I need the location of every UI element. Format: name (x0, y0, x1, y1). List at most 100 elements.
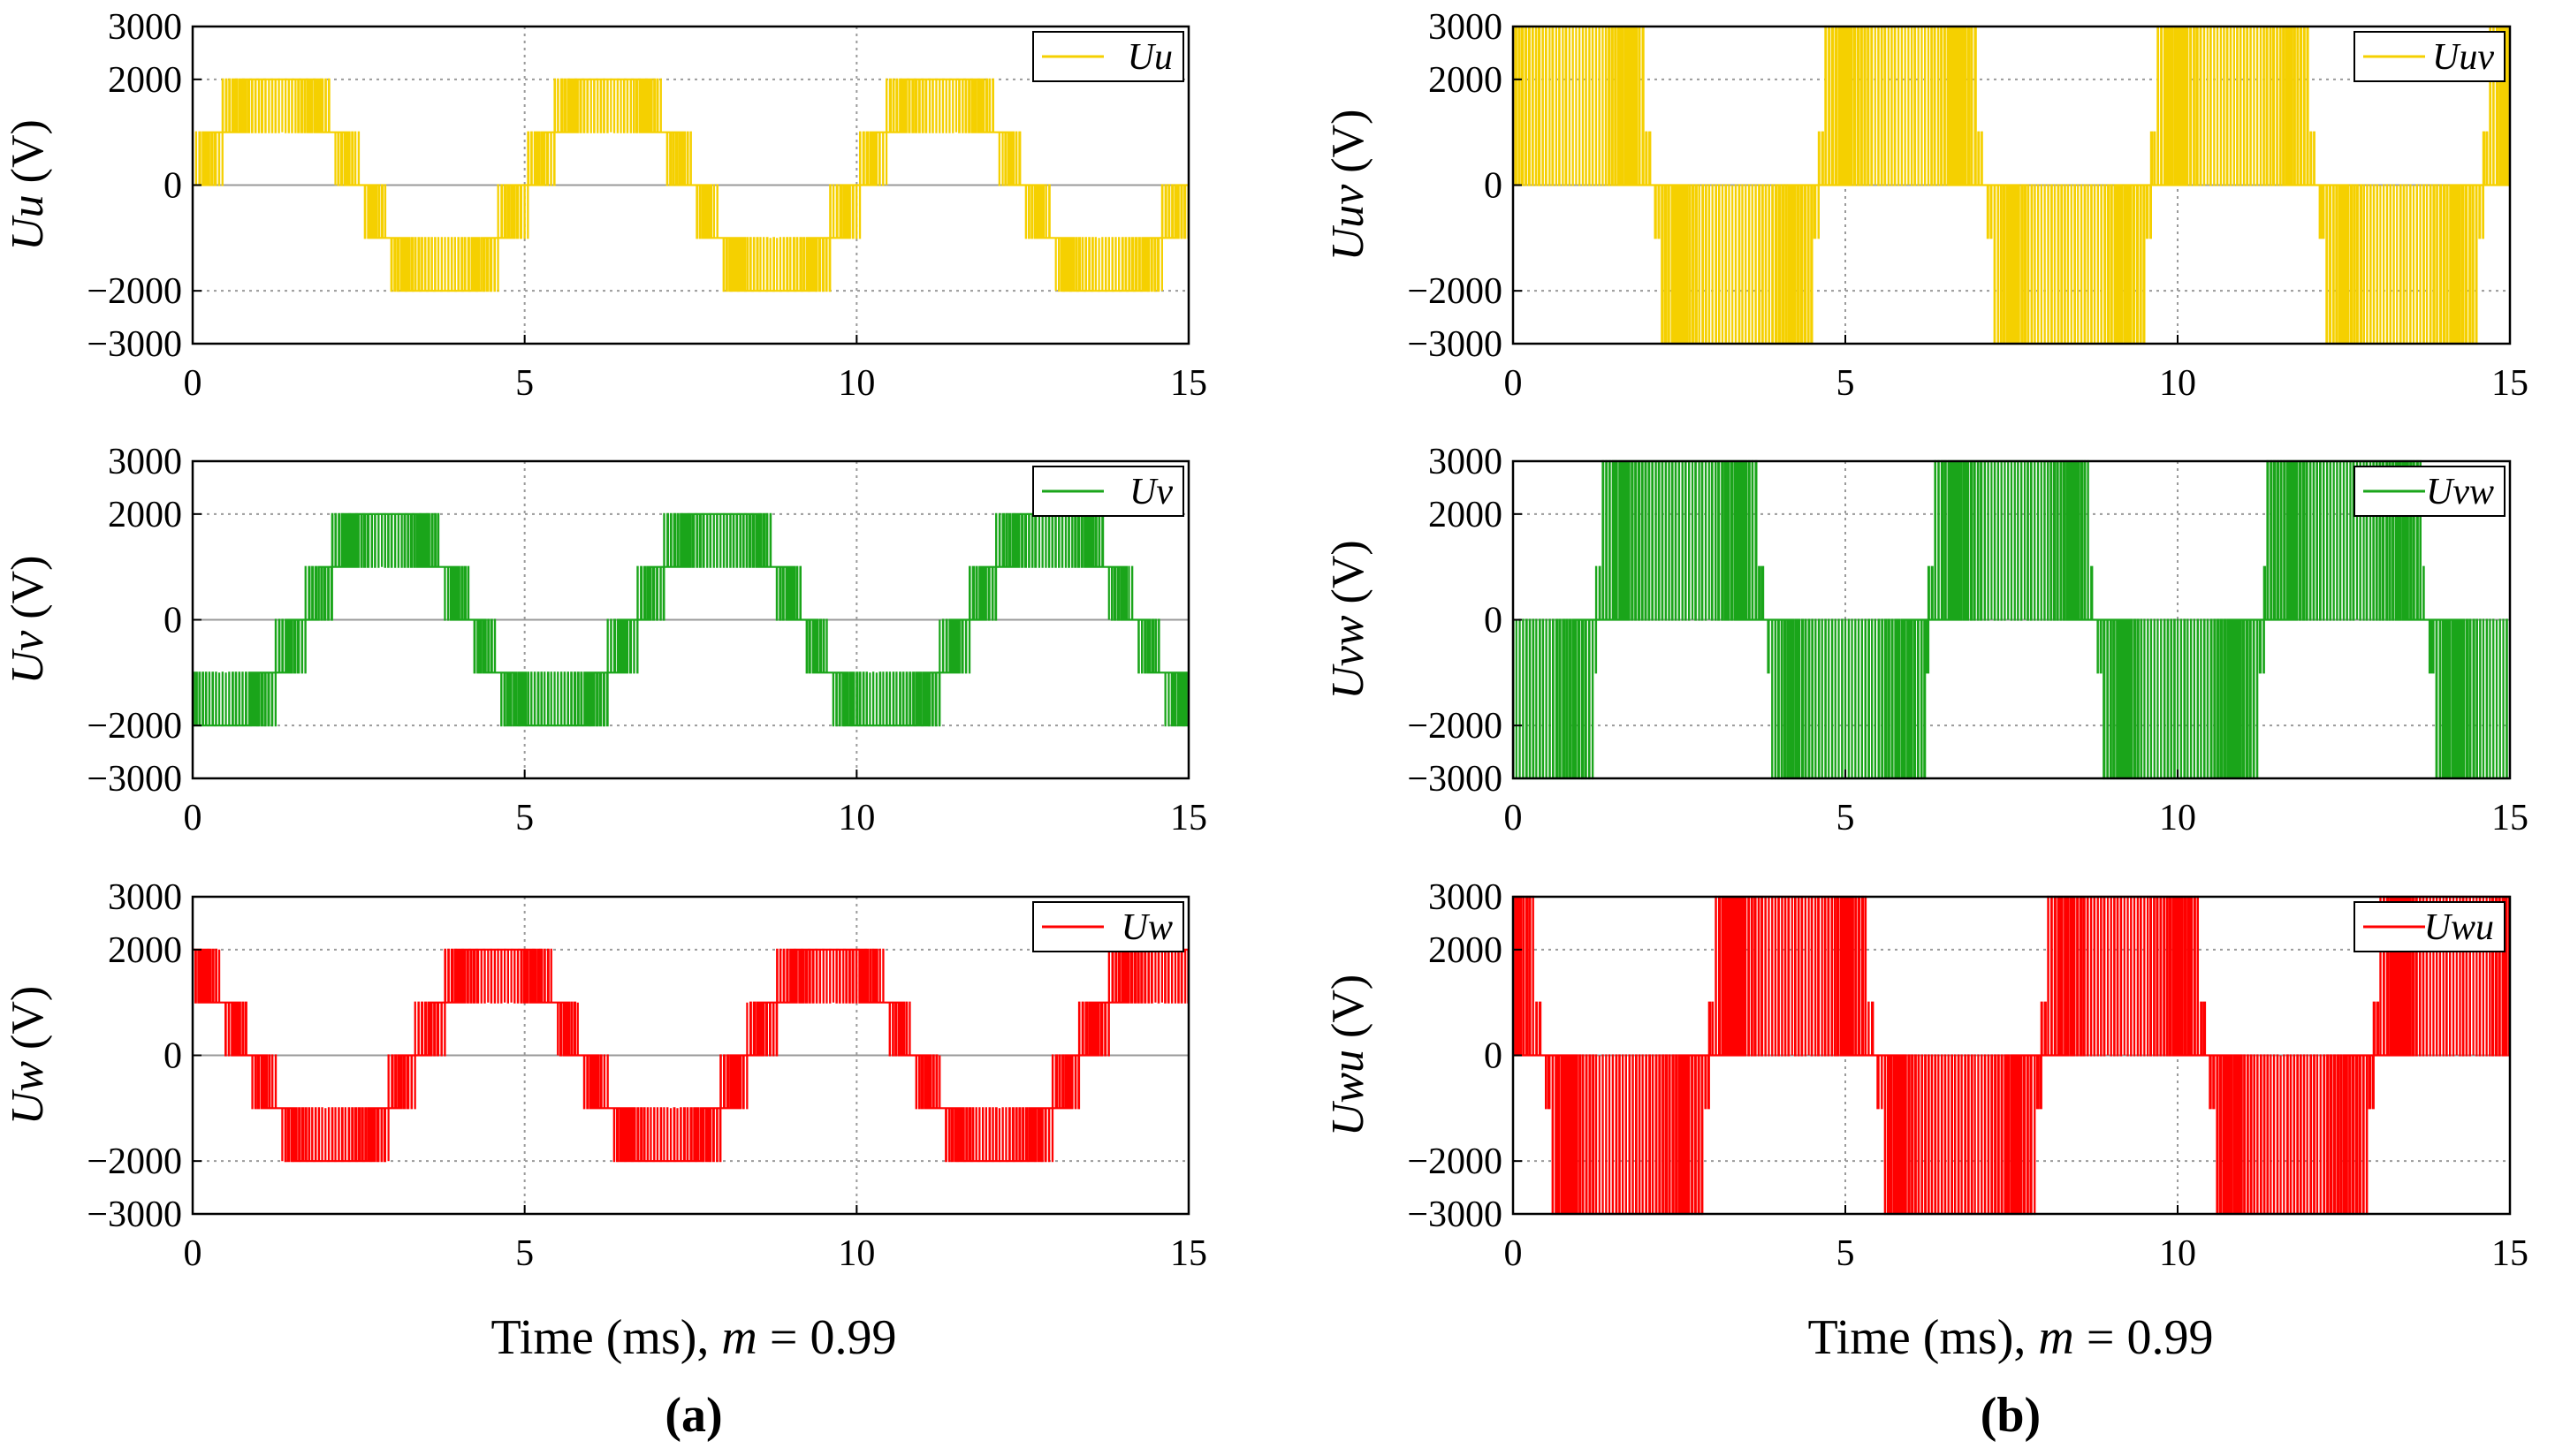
y-axis-label-unit: (V) (1323, 974, 1373, 1050)
series-line-a-uv (193, 512, 1189, 727)
y-axis-label-unit: (V) (1323, 110, 1373, 185)
x-tick-label: 10 (2159, 363, 2196, 404)
m-symbol-b: m (2038, 1310, 2073, 1365)
y-tick-label: −3000 (1407, 759, 1502, 800)
y-tick-label: 2000 (1428, 930, 1502, 971)
y-axis-label-b-uuv: Uuv (V) (1323, 110, 1373, 262)
y-tick-label: −2000 (87, 271, 182, 312)
y-tick-label: −3000 (87, 1194, 182, 1235)
time-label-b: Time (ms), (1808, 1310, 2039, 1365)
y-axis-label-unit: (V) (1323, 540, 1373, 615)
x-tick-label: 5 (1836, 1233, 1855, 1274)
y-tick-label: 0 (163, 601, 182, 641)
legend-label: Uv (1129, 472, 1173, 512)
y-tick-label: 0 (1484, 1036, 1502, 1077)
y-tick-label: −3000 (87, 324, 182, 365)
m-symbol-a: m (721, 1310, 757, 1365)
y-tick-label: −2000 (87, 706, 182, 747)
y-axis-label-symbol: Uu (3, 194, 53, 251)
legend-b-uvw: Uvw (2353, 466, 2506, 517)
x-tick-label: 0 (1504, 798, 1523, 838)
x-tick-label: 15 (1170, 798, 1207, 838)
x-tick-label: 10 (838, 798, 875, 838)
y-axis-label-b-uwu: Uwu (V) (1323, 974, 1373, 1136)
y-tick-label: 0 (163, 1036, 182, 1077)
y-tick-label: 2000 (108, 60, 182, 101)
y-tick-label: 3000 (1428, 442, 1502, 482)
x-tick-label: 10 (2159, 798, 2196, 838)
x-tick-label: 15 (2491, 798, 2528, 838)
x-tick-label: 0 (1504, 363, 1523, 404)
y-tick-label: 0 (163, 166, 182, 207)
y-tick-label: 0 (1484, 601, 1502, 641)
x-tick-label: 5 (1836, 798, 1855, 838)
x-tick-label: 10 (838, 363, 875, 404)
y-tick-label: −3000 (1407, 324, 1502, 365)
y-tick-label: 3000 (1428, 7, 1502, 48)
y-axis-label-unit: (V) (3, 119, 53, 194)
m-value-b: = 0.99 (2074, 1310, 2214, 1365)
y-tick-label: 2000 (1428, 60, 1502, 101)
x-tick-label: 15 (2491, 363, 2528, 404)
y-tick-label: −2000 (87, 1141, 182, 1182)
y-axis-label-b-uvw: Uvw (V) (1323, 540, 1373, 700)
y-tick-label: 0 (1484, 166, 1502, 207)
legend-label: Uwu (2424, 907, 2494, 948)
legend-label: Uw (1122, 907, 1173, 948)
legend-label: Uuv (2432, 37, 2494, 78)
panel-label-a: (a) (665, 1388, 722, 1443)
legend-label: Uu (1128, 37, 1173, 78)
m-value-a: = 0.99 (757, 1310, 897, 1365)
y-axis-label-unit: (V) (3, 986, 53, 1061)
series-line-a-uu (192, 78, 1190, 292)
x-tick-label: 0 (184, 798, 202, 838)
x-tick-label: 0 (184, 1233, 202, 1274)
y-tick-label: −3000 (1407, 1194, 1502, 1235)
y-tick-label: 2000 (1428, 495, 1502, 535)
x-tick-label: 5 (515, 363, 534, 404)
x-tick-label: 15 (2491, 1233, 2528, 1274)
x-tick-label: 10 (838, 1233, 875, 1274)
y-axis-label-symbol: Uv (3, 630, 53, 685)
y-tick-label: −3000 (87, 759, 182, 800)
y-tick-label: 3000 (108, 442, 182, 482)
y-axis-label-symbol: Uuv (1323, 184, 1373, 262)
x-axis-caption-b: Time (ms), m = 0.99 (1808, 1310, 2214, 1365)
y-axis-label-symbol: Uw (3, 1061, 53, 1126)
x-tick-label: 15 (1170, 1233, 1207, 1274)
y-tick-label: −2000 (1407, 1141, 1502, 1182)
x-tick-label: 10 (2159, 1233, 2196, 1274)
y-tick-label: 2000 (108, 495, 182, 535)
x-tick-label: 5 (515, 798, 534, 838)
x-tick-label: 0 (1504, 1233, 1523, 1274)
legend-label: Uvw (2426, 472, 2494, 512)
y-axis-label-a-uw: Uw (V) (3, 986, 53, 1125)
y-axis-label-unit: (V) (3, 556, 53, 631)
x-tick-label: 5 (1836, 363, 1855, 404)
legend-a-uv: Uv (1032, 466, 1184, 517)
y-axis-label-a-uv: Uv (V) (3, 556, 53, 685)
x-tick-label: 15 (1170, 363, 1207, 404)
y-tick-label: −2000 (1407, 706, 1502, 747)
y-tick-label: 3000 (108, 877, 182, 918)
y-axis-label-symbol: Uwu (1323, 1050, 1373, 1136)
x-axis-caption-a: Time (ms), m = 0.99 (491, 1310, 897, 1365)
y-tick-label: −2000 (1407, 271, 1502, 312)
legend-b-uuv: Uuv (2353, 31, 2506, 82)
x-tick-label: 5 (515, 1233, 534, 1274)
legend-a-uw: Uw (1032, 901, 1184, 952)
legend-a-uu: Uu (1032, 31, 1184, 82)
y-tick-label: 2000 (108, 930, 182, 971)
panel-label-b: (b) (1981, 1388, 2041, 1443)
time-label-a: Time (ms), (491, 1310, 722, 1365)
y-axis-label-a-uu: Uu (V) (3, 119, 53, 251)
y-axis-label-symbol: Uvw (1323, 615, 1373, 700)
legend-b-uwu: Uwu (2353, 901, 2506, 952)
y-tick-label: 3000 (108, 7, 182, 48)
